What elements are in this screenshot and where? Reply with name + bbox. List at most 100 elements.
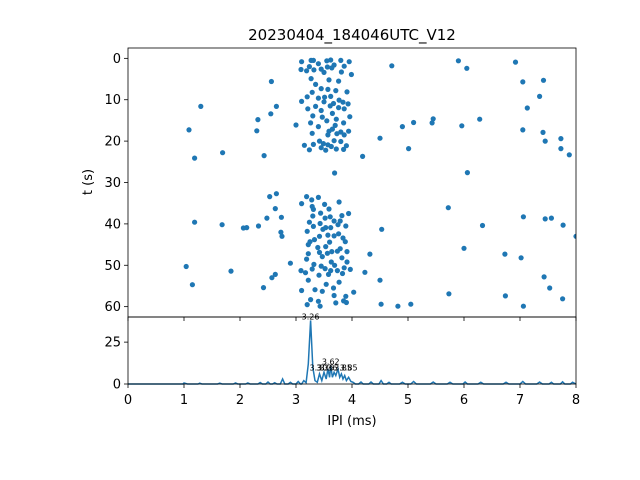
scatter-point <box>322 215 328 221</box>
scatter-point <box>362 269 368 275</box>
scatter-point <box>336 231 342 237</box>
scatter-point <box>558 136 564 142</box>
scatter-point <box>316 272 322 278</box>
scatter-point <box>329 65 335 71</box>
scatter-point <box>477 116 483 122</box>
scatter-point <box>338 138 344 145</box>
scatter-point <box>330 285 337 291</box>
scatter-point <box>333 146 339 152</box>
scatter-point <box>340 235 346 241</box>
scatter-point <box>313 81 319 87</box>
scatter-point <box>310 113 316 119</box>
scatter-point <box>183 263 189 270</box>
scatter-point <box>520 303 527 309</box>
scatter-point <box>560 222 566 228</box>
scatter-point <box>333 116 339 122</box>
scatter-point <box>324 64 330 70</box>
scatter-point <box>459 123 465 129</box>
scatter-point <box>315 194 321 200</box>
scatter-point <box>518 255 524 261</box>
scatter-point <box>273 191 279 197</box>
scatter-point <box>317 303 323 309</box>
scatter-point <box>341 63 347 69</box>
scatter-point <box>338 57 344 64</box>
scatter-point <box>308 297 314 303</box>
scatter-point <box>408 301 414 307</box>
scatter-point <box>323 244 329 250</box>
scatter-point <box>446 291 452 297</box>
x-tick-label: 8 <box>572 393 580 408</box>
scatter-point <box>306 147 312 153</box>
scatter-point <box>333 300 339 306</box>
scatter-point <box>313 103 319 109</box>
scatter-point <box>331 138 337 144</box>
scatter-point <box>347 114 353 120</box>
scatter-point <box>267 194 273 200</box>
y-tick-label: 0 <box>113 378 121 393</box>
scatter-point <box>479 222 486 229</box>
scatter-point <box>324 58 330 64</box>
peak-label: 3.36 <box>316 363 334 372</box>
scatter-point <box>272 271 278 277</box>
x-tick-label: 5 <box>404 393 412 408</box>
scatter-point <box>351 289 357 295</box>
scatter-point <box>537 93 543 99</box>
scatter-point <box>308 120 314 126</box>
scatter-point <box>305 277 311 283</box>
y-tick-label: 10 <box>104 93 121 108</box>
scatter-point <box>343 293 349 299</box>
scatter-point <box>327 239 333 245</box>
scatter-point <box>360 153 366 159</box>
scatter-point <box>502 251 508 257</box>
scatter-point <box>344 249 350 255</box>
scatter-point <box>189 282 195 288</box>
scatter-point <box>315 95 321 101</box>
scatter-point <box>255 223 262 229</box>
scatter-point <box>312 287 318 293</box>
y-tick-label: 30 <box>104 176 121 191</box>
scatter-point <box>524 105 530 111</box>
scatter-point <box>268 78 274 85</box>
scatter-point <box>261 153 267 159</box>
scatter-point <box>302 270 309 276</box>
scatter-point <box>339 255 345 261</box>
scatter-point <box>316 249 323 255</box>
scatter-point <box>560 296 566 302</box>
scatter-point <box>379 226 385 232</box>
scatter-point <box>299 98 305 104</box>
chart-title: 20230404_184046UTC_V12 <box>248 26 456 45</box>
scatter-point <box>334 268 340 274</box>
y-tick-label: 0 <box>113 52 121 67</box>
scatter-point <box>336 105 342 111</box>
scatter-point <box>278 229 284 235</box>
raster-plot: 0 10 20 30 40 50 60 <box>104 47 577 321</box>
scatter-point <box>322 201 328 207</box>
scatter-point <box>316 138 323 144</box>
scatter-point <box>306 219 312 225</box>
scatter-point <box>186 127 192 133</box>
scatter-point <box>341 146 347 152</box>
scatter-point <box>309 266 315 272</box>
scatter-point <box>406 146 412 152</box>
scatter-point <box>304 94 310 100</box>
scatter-point <box>304 302 310 308</box>
peak-label: 3.85 <box>334 363 352 372</box>
scatter-point <box>316 233 323 239</box>
scatter-point <box>319 254 325 260</box>
scatter-point <box>325 271 332 277</box>
scatter-point <box>331 233 337 239</box>
scatter-point <box>333 88 339 94</box>
scatter-point <box>461 245 467 251</box>
scatter-point <box>540 129 546 135</box>
scatter-point <box>325 232 331 238</box>
scatter-point <box>540 77 547 83</box>
scatter-point <box>273 103 279 109</box>
scatter-point <box>304 68 310 74</box>
scatter-point <box>320 226 326 232</box>
scatter-point <box>198 103 204 109</box>
scatter-point <box>541 274 547 280</box>
scatter-point <box>299 287 305 294</box>
scatter-point <box>219 222 225 228</box>
scatter-point <box>455 58 461 64</box>
